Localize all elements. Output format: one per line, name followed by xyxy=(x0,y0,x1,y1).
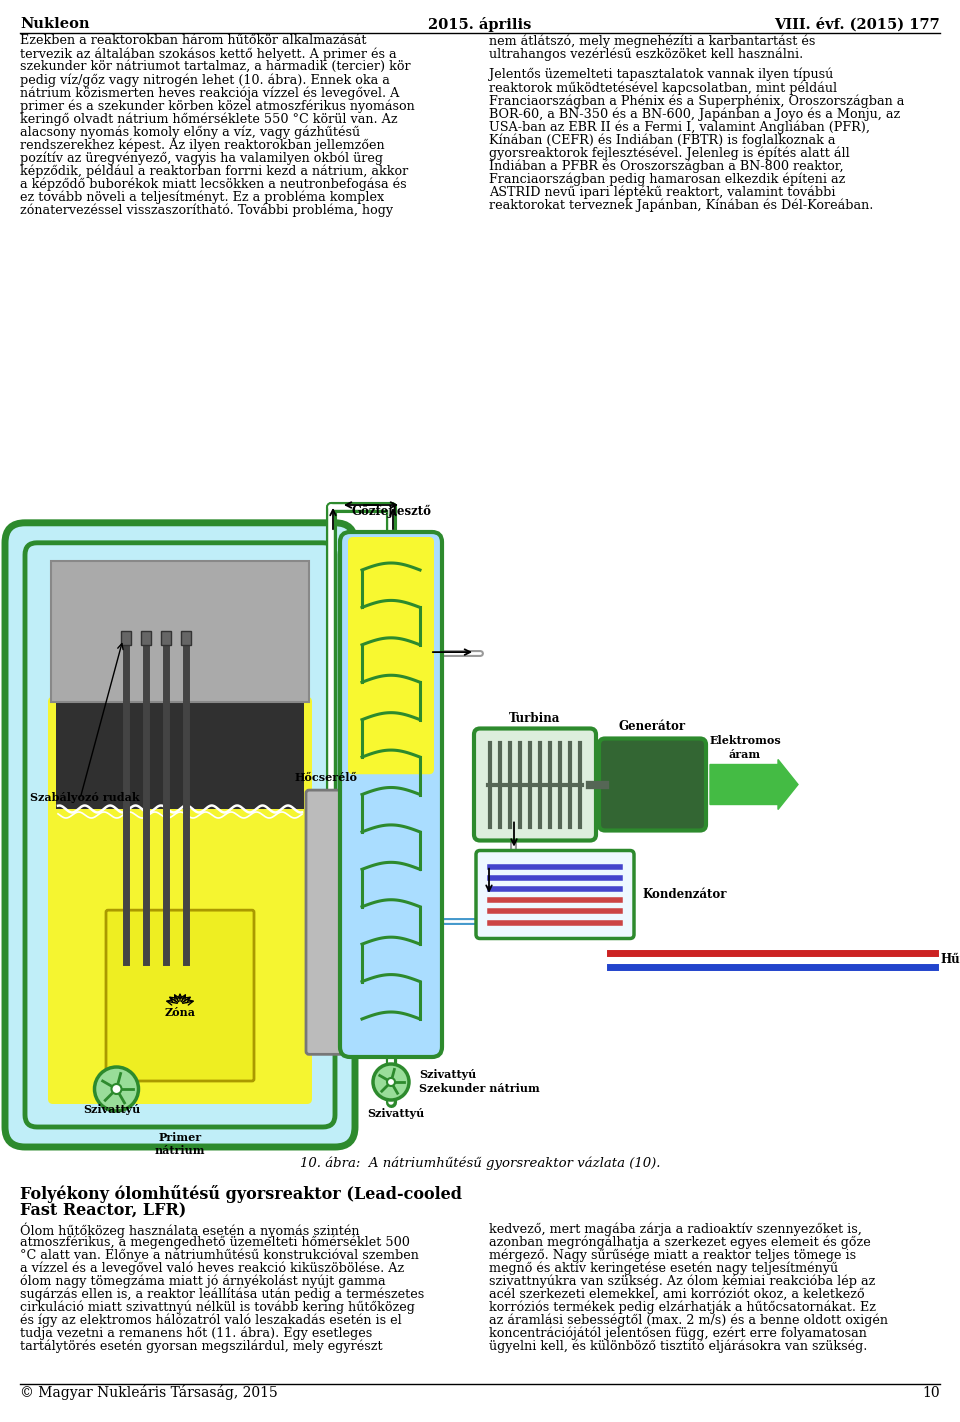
Text: azonban megróngálhatja a szerkezet egyes elemeit és gőze: azonban megróngálhatja a szerkezet egyes… xyxy=(489,1236,871,1249)
Text: USA-ban az EBR II és a Fermi I, valamint Angliában (PFR),: USA-ban az EBR II és a Fermi I, valamint… xyxy=(489,121,870,134)
Text: ez tovább növeli a teljesítményt. Ez a probléma komplex: ez tovább növeli a teljesítményt. Ez a p… xyxy=(20,191,384,205)
Text: ultrahangos vezérlésű eszközöket kell használni.: ultrahangos vezérlésű eszközöket kell ha… xyxy=(489,47,804,61)
Text: Fast Reactor, LFR): Fast Reactor, LFR) xyxy=(20,1202,186,1219)
FancyBboxPatch shape xyxy=(476,850,634,939)
Circle shape xyxy=(94,1066,138,1111)
Text: sugárzás ellen is, a reaktor leállítása után pedig a természetes: sugárzás ellen is, a reaktor leállítása … xyxy=(20,1287,424,1301)
Text: reaktorok működtetésével kapcsolatban, mint például: reaktorok működtetésével kapcsolatban, m… xyxy=(489,81,837,94)
FancyBboxPatch shape xyxy=(306,791,346,1054)
Text: nátrium: nátrium xyxy=(155,1145,205,1156)
Text: ügyelni kell, és különböző tisztitó eljárásokra van szükség.: ügyelni kell, és különböző tisztitó eljá… xyxy=(489,1340,868,1354)
Text: Franciaországban a Phénix és a Superphénix, Oroszországban a: Franciaországban a Phénix és a Superphén… xyxy=(489,94,904,108)
FancyBboxPatch shape xyxy=(348,538,434,774)
Bar xyxy=(161,631,171,646)
Bar xyxy=(141,631,151,646)
Text: alacsony nyomás komoly előny a víz, vagy gázhűtésű: alacsony nyomás komoly előny a víz, vagy… xyxy=(20,125,360,139)
Text: 2015. április: 2015. április xyxy=(428,17,532,33)
FancyBboxPatch shape xyxy=(474,728,596,840)
Text: Szekunder nátrium: Szekunder nátrium xyxy=(419,1082,540,1094)
FancyBboxPatch shape xyxy=(340,532,442,1057)
Circle shape xyxy=(111,1084,122,1094)
Text: Generátor: Generátor xyxy=(619,720,686,732)
Text: képződik, például a reaktorban forrni kezd a nátrium, akkor: képződik, például a reaktorban forrni ke… xyxy=(20,165,408,178)
FancyBboxPatch shape xyxy=(106,910,254,1081)
Text: Elektromos: Elektromos xyxy=(709,735,780,747)
Circle shape xyxy=(387,1078,395,1086)
Text: áram: áram xyxy=(729,748,761,759)
Text: Hűtés: Hűtés xyxy=(940,953,960,966)
Text: 10: 10 xyxy=(923,1386,940,1401)
Text: zónatervezéssel visszaszorítható. További probléma, hogy: zónatervezéssel visszaszorítható. Tovább… xyxy=(20,203,394,218)
Text: Ezekben a reaktorokban három hűtőkör alkalmazását: Ezekben a reaktorokban három hűtőkör alk… xyxy=(20,34,367,47)
Circle shape xyxy=(373,1064,409,1101)
Text: VIII. évf. (2015) 177: VIII. évf. (2015) 177 xyxy=(775,17,940,31)
Text: °C alatt van. Előnye a nátriumhűtésű konstrukcióval szemben: °C alatt van. Előnye a nátriumhűtésű kon… xyxy=(20,1249,419,1261)
Text: nátrium közismerten heves reakciója vízzel és levegővel. A: nátrium közismerten heves reakciója vízz… xyxy=(20,87,399,100)
Text: Ólom hűtőközeg használata esetén a nyomás szintén: Ólom hűtőközeg használata esetén a nyomá… xyxy=(20,1223,359,1237)
Bar xyxy=(181,631,191,646)
FancyBboxPatch shape xyxy=(5,523,355,1148)
Text: ólom nagy tömegzáma miatt jó árnyékolást nyújt gamma: ólom nagy tömegzáma miatt jó árnyékolást… xyxy=(20,1274,386,1288)
Text: ASTRID nevű ipari léptékű reaktort, valamint további: ASTRID nevű ipari léptékű reaktort, vala… xyxy=(489,185,835,199)
Text: Zóna: Zóna xyxy=(164,1007,196,1018)
Text: atmoszférikus, a megengedhető üzemelteti hőmérséklet 500: atmoszférikus, a megengedhető üzemelteti… xyxy=(20,1236,410,1249)
FancyBboxPatch shape xyxy=(25,543,335,1128)
Text: tudja vezetni a remanens hőt (11. ábra). Egy esetleges: tudja vezetni a remanens hőt (11. ábra).… xyxy=(20,1327,372,1341)
Text: koncentrációjától jelentősen függ, ezért erre folyamatosan: koncentrációjától jelentősen függ, ezért… xyxy=(489,1327,867,1341)
Text: Indiában a PFBR és Oroszországban a BN-800 reaktor,: Indiában a PFBR és Oroszországban a BN-8… xyxy=(489,159,844,173)
Text: cirkuláció miatt szivattnyú nélkül is tovább kering hűtőközeg: cirkuláció miatt szivattnyú nélkül is to… xyxy=(20,1301,415,1314)
Text: primer és a szekunder körben közel atmoszférikus nyomáson: primer és a szekunder körben közel atmos… xyxy=(20,100,415,112)
Text: szekunder kör nátriumot tartalmaz, a harmadik (tercier) kör: szekunder kör nátriumot tartalmaz, a har… xyxy=(20,60,411,73)
Text: © Magyar Nukleáris Társaság, 2015: © Magyar Nukleáris Társaság, 2015 xyxy=(20,1385,277,1401)
Text: Gőzfejlesztő: Gőzfejlesztő xyxy=(351,505,431,518)
FancyArrow shape xyxy=(710,759,798,809)
Text: Nukleon: Nukleon xyxy=(20,17,89,31)
Text: szivattnyúkra van szükség. Az ólom kémiai reakcióba lép az: szivattnyúkra van szükség. Az ólom kémia… xyxy=(489,1274,876,1288)
Text: Szivattyú: Szivattyú xyxy=(419,1068,476,1079)
Text: gyorsreaktorok fejlesztésével. Jelenleg is építés alatt áll: gyorsreaktorok fejlesztésével. Jelenleg … xyxy=(489,146,850,159)
Text: pedig víz/gőz vagy nitrogén lehet (10. ábra). Ennek oka a: pedig víz/gőz vagy nitrogén lehet (10. á… xyxy=(20,73,390,87)
Text: acél szerkezeti elemekkel, ami korróziót okoz, a keletkező: acél szerkezeti elemekkel, ami korróziót… xyxy=(489,1287,865,1301)
Text: tartálytörés esetén gyorsan megszilárdul, mely egyrészt: tartálytörés esetén gyorsan megszilárdul… xyxy=(20,1340,383,1354)
Text: Szabályozó rudak: Szabályozó rudak xyxy=(30,792,139,803)
Text: Jelentős üzemelteti tapasztalatok vannak ilyen típusú: Jelentős üzemelteti tapasztalatok vannak… xyxy=(489,68,833,81)
Text: BOR-60, a BN-350 és a BN-600, Japánban a Joyo és a Monju, az: BOR-60, a BN-350 és a BN-600, Japánban a… xyxy=(489,107,900,121)
Text: Szivattyú: Szivattyú xyxy=(83,1103,140,1115)
Text: reaktorokat terveznek Japánban, Kínában és Dél-Koreában.: reaktorokat terveznek Japánban, Kínában … xyxy=(489,199,874,212)
Text: a képződő buborékok miatt lecsökken a neutronbefogása és: a képződő buborékok miatt lecsökken a ne… xyxy=(20,178,407,191)
Text: kedvező, mert magába zárja a radioaktív szennyezőket is,: kedvező, mert magába zárja a radioaktív … xyxy=(489,1223,862,1236)
Text: megnő és aktív keringetése esetén nagy teljesítményű: megnő és aktív keringetése esetén nagy t… xyxy=(489,1261,838,1276)
Text: Primer: Primer xyxy=(158,1132,202,1143)
Text: Folyékony ólomhűtésű gyorsreaktor (Lead-cooled: Folyékony ólomhűtésű gyorsreaktor (Lead-… xyxy=(20,1185,462,1203)
Text: keringő olvadt nátrium hőmérséklete 550 °C körül van. Az: keringő olvadt nátrium hőmérséklete 550 … xyxy=(20,112,397,127)
Text: 10. ábra:  A nátriumhűtésű gyorsreaktor vázlata (10).: 10. ábra: A nátriumhűtésű gyorsreaktor v… xyxy=(300,1158,660,1170)
Text: az áramlási sebességtől (max. 2 m/s) és a benne oldott oxigén: az áramlási sebességtől (max. 2 m/s) és … xyxy=(489,1314,888,1327)
Text: rendszerekhez képest. Az ilyen reaktorokban jellemzően: rendszerekhez képest. Az ilyen reaktorok… xyxy=(20,138,385,152)
Text: Kondenzátor: Kondenzátor xyxy=(642,887,727,902)
Text: nem átlátszó, mely megnehézíti a karbantartást és: nem átlátszó, mely megnehézíti a karbant… xyxy=(489,34,815,47)
Text: korróziós termékek pedig elzárhatják a hűtőcsatornákat. Ez: korróziós termékek pedig elzárhatják a h… xyxy=(489,1301,876,1314)
FancyBboxPatch shape xyxy=(48,697,312,1103)
Bar xyxy=(56,701,304,809)
Text: Hőcserélő: Hőcserélő xyxy=(295,772,357,784)
Text: Szivattyú: Szivattyú xyxy=(368,1108,424,1119)
Text: és így az elektromos hálózatról való leszakadás esetén is el: és így az elektromos hálózatról való les… xyxy=(20,1314,401,1327)
Text: a vízzel és a levegővel való heves reakció kiküszöbölése. Az: a vízzel és a levegővel való heves reakc… xyxy=(20,1261,404,1276)
Text: pozítív az üregvényező, vagyis ha valamilyen okból üreg: pozítív az üregvényező, vagyis ha valami… xyxy=(20,152,383,165)
Bar xyxy=(121,631,131,646)
FancyBboxPatch shape xyxy=(599,738,706,830)
Text: tervezik az általában szokásos kettő helyett. A primer és a: tervezik az általában szokásos kettő hel… xyxy=(20,47,396,61)
Text: mérgező. Nagy sűrűsége miatt a reaktor teljes tömege is: mérgező. Nagy sűrűsége miatt a reaktor t… xyxy=(489,1249,856,1261)
Text: Turbina: Turbina xyxy=(510,711,561,724)
Text: Franciaországban pedig hamarosan elkezdik építeni az: Franciaországban pedig hamarosan elkezdi… xyxy=(489,172,846,186)
Text: Kínában (CEFR) és Indiában (FBTR) is foglalkoznak a: Kínában (CEFR) és Indiában (FBTR) is fog… xyxy=(489,134,835,146)
Bar xyxy=(51,560,309,701)
